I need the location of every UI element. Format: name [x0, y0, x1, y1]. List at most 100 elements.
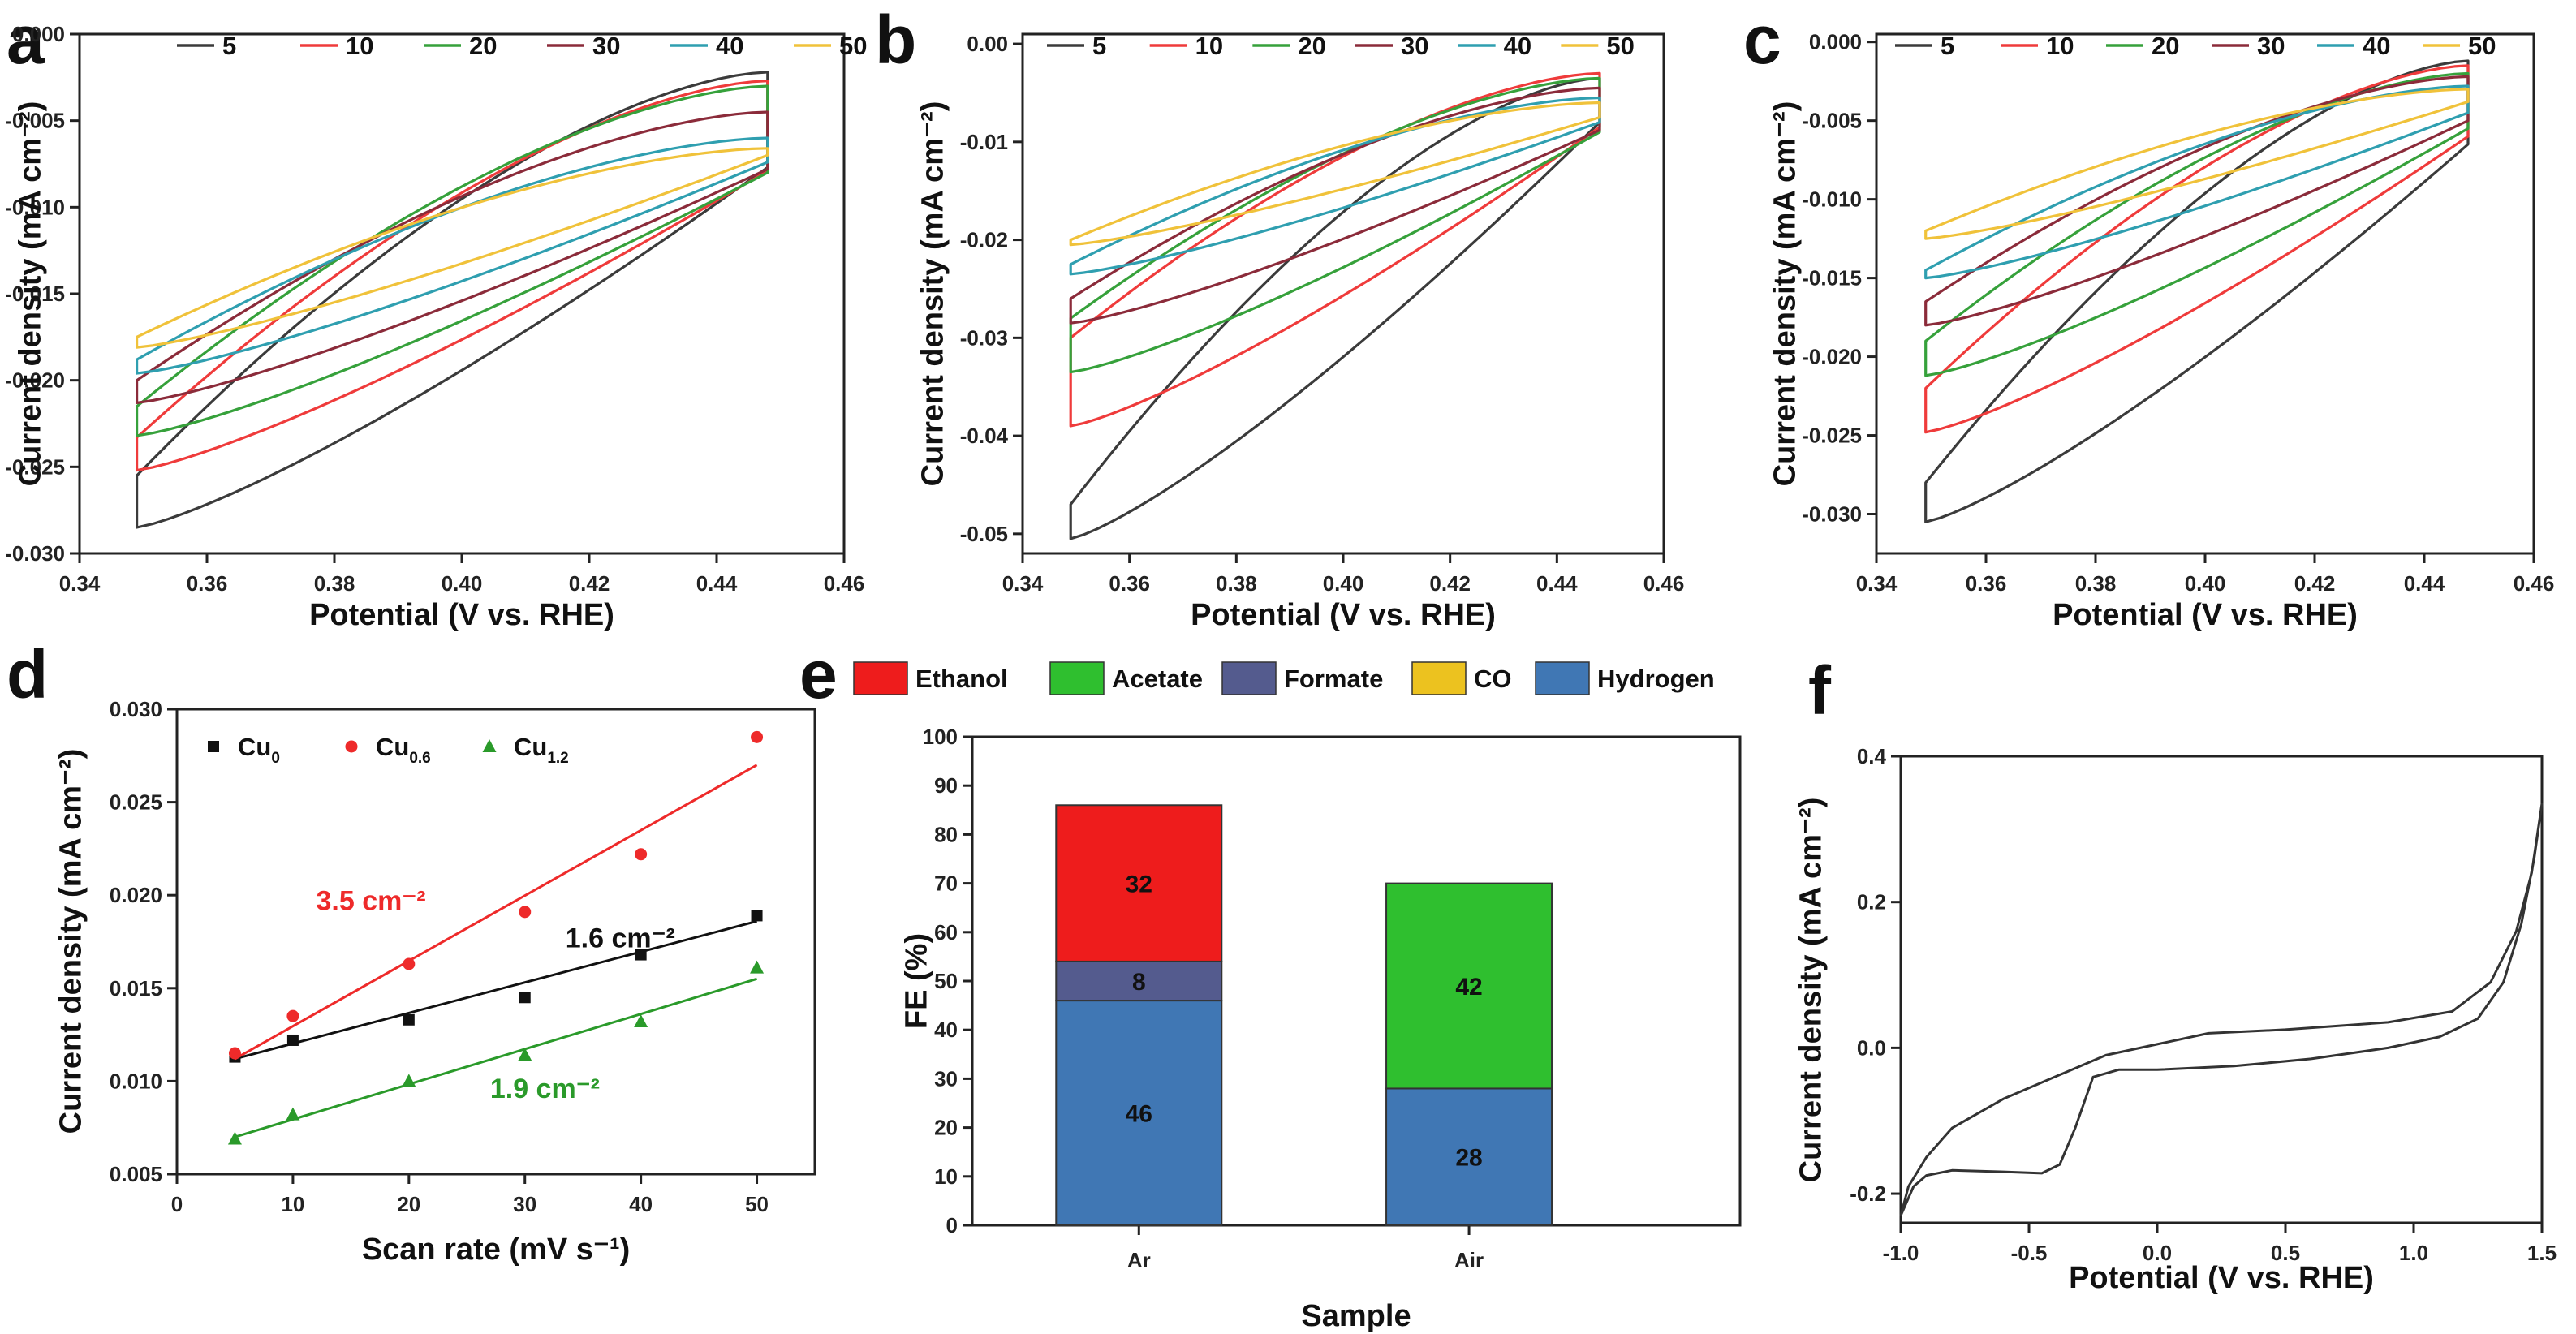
x-tick-label-b: 0.36	[1109, 571, 1150, 596]
x-tick-label-d: 10	[281, 1192, 304, 1216]
y-tick-label-b: -0.04	[960, 424, 1009, 448]
legend-swatch-acetate	[1049, 661, 1105, 695]
point-Cu1.2	[750, 960, 765, 974]
legend-label-b-30: 30	[1401, 32, 1428, 60]
x-tick-label-c: 0.44	[2404, 571, 2445, 596]
y-tick-label-a: -0.030	[5, 541, 65, 566]
y-tick-label-a: -0.010	[5, 195, 65, 219]
y-tick-label-f: 0.4	[1857, 744, 1887, 768]
bar-value-hydrogen: 46	[1126, 1101, 1152, 1128]
panel-letter-a: a	[6, 2, 45, 78]
y-tick-label-e: 100	[923, 725, 958, 749]
x-tick-label-e: Ar	[1127, 1248, 1151, 1272]
point-Cu0	[286, 1034, 299, 1046]
y-tick-label-a: -0.020	[5, 368, 65, 393]
y-tick-label-b: -0.02	[960, 228, 1008, 252]
y-tick-label-e: 40	[934, 1018, 958, 1042]
legend-label-a-40: 40	[716, 32, 743, 60]
legend-label-a-30: 30	[592, 32, 620, 60]
bar-value-acetate: 42	[1455, 974, 1482, 1000]
bar-value-hydrogen: 28	[1455, 1145, 1482, 1172]
point-Cu0	[751, 910, 763, 922]
cv-curve-b-10	[1069, 71, 1601, 428]
y-tick-label-e: 50	[934, 969, 958, 993]
bar-segment-hydrogen	[1385, 1087, 1553, 1226]
point-Cu0	[635, 949, 647, 961]
x-tick-label-b: 0.38	[1216, 571, 1257, 596]
x-tick-label-f: 1.0	[2399, 1241, 2428, 1265]
cv-curve-b-50	[1069, 101, 1601, 247]
y-tick-label-d: 0.030	[110, 697, 162, 721]
y-tick-label-e: 90	[934, 773, 958, 798]
legend-label-c-30: 30	[2257, 32, 2285, 60]
panel-b: b 0.34 0.36 0.38 0.40 0.42 0.44 0.46 0.00 -0.01 -…	[875, 2, 1684, 632]
y-tick-label-a: 0.000	[12, 22, 65, 46]
x-tick-label-f: -1.0	[1883, 1241, 1919, 1265]
legend-marker-Cu0.6	[345, 740, 358, 753]
point-Cu1.2	[286, 1107, 300, 1121]
panel-letter-c: c	[1743, 2, 1781, 78]
cv-curve-a-40	[136, 136, 769, 375]
panel-letter-d: d	[6, 636, 48, 712]
bar-segment-acetate	[1385, 882, 1553, 1090]
legend-label-formate: Formate	[1284, 665, 1383, 693]
legend-label-c-20: 20	[2152, 32, 2179, 60]
x-tick-label-f: -0.5	[2011, 1241, 2048, 1265]
y-tick-label-c: 0.000	[1809, 30, 1862, 54]
annotation-slope: 1.6 cm⁻²	[566, 923, 675, 953]
y-tick-label-c: -0.030	[1802, 502, 1862, 527]
cv-curve-c-10	[1924, 64, 2470, 434]
legend-label-a-20: 20	[469, 32, 497, 60]
plot-frame-b	[1021, 32, 1665, 555]
x-axis-title-f: Potential (V vs. RHE)	[2069, 1261, 2374, 1295]
fit-line-Cu1.2	[235, 977, 757, 1138]
annotation-slope: 3.5 cm⁻²	[316, 886, 425, 917]
y-axis-title-a: Current density (mA cm⁻²)	[13, 101, 47, 487]
legend-swatch-hydrogen	[1535, 661, 1590, 695]
x-tick-label-c: 0.36	[1966, 571, 2007, 596]
cv-curve-b-30	[1069, 86, 1601, 325]
legend-label-c-5: 5	[1941, 32, 1954, 60]
plot-frame-d	[175, 708, 816, 1176]
legend-label-a-50: 50	[839, 32, 867, 60]
x-tick-label-a: 0.38	[314, 571, 355, 596]
point-Cu0	[403, 1013, 415, 1026]
y-tick-label-e: 60	[934, 920, 958, 945]
legend-label-Cu0: Cu0	[238, 733, 280, 767]
legend-swatch-ethanol	[853, 661, 908, 695]
x-tick-label-b: 0.40	[1323, 571, 1364, 596]
y-axis-title-d: Current density (mA cm⁻²)	[54, 749, 88, 1134]
bar-segment-ethanol	[1055, 804, 1223, 962]
bar-value-ethanol: 32	[1126, 871, 1152, 898]
y-tick-label-c: -0.020	[1802, 345, 1862, 369]
x-tick-label-a: 0.44	[696, 571, 738, 596]
y-tick-label-e: 70	[934, 871, 958, 896]
x-tick-label-b: 0.34	[1002, 571, 1044, 596]
cv-curve-c-30	[1924, 75, 2470, 327]
legend-label-c-40: 40	[2363, 32, 2390, 60]
x-tick-label-c: 0.46	[2514, 571, 2555, 596]
panel-f: f -1.0 -0.5 0.0 0.5 1.0 1.5 -0.2 0.0 0.2 0.4 Poten…	[1794, 652, 2557, 1295]
y-tick-label-c: -0.005	[1802, 109, 1862, 133]
y-tick-label-e: 20	[934, 1116, 958, 1140]
cv-curve-f	[1899, 802, 2544, 1216]
x-tick-label-e: Air	[1454, 1248, 1484, 1272]
y-axis-title-b: Current density (mA cm⁻²)	[915, 101, 950, 487]
legend-label-b-40: 40	[1504, 32, 1531, 60]
point-Cu0.6	[286, 1009, 299, 1022]
cv-curve-a-10	[136, 79, 769, 472]
x-tick-label-d: 20	[397, 1192, 420, 1216]
y-tick-label-d: 0.010	[110, 1069, 162, 1093]
y-tick-label-d: 0.005	[110, 1162, 162, 1186]
point-Cu1.2	[518, 1048, 532, 1061]
legend-label-Cu0.6: Cu0.6	[376, 733, 431, 767]
x-tick-label-a: 0.42	[569, 571, 610, 596]
legend-label-c-50: 50	[2468, 32, 2496, 60]
y-tick-label-c: -0.025	[1802, 424, 1862, 448]
x-tick-label-b: 0.44	[1536, 571, 1578, 596]
y-tick-label-f: -0.2	[1850, 1181, 1886, 1206]
legend-label-c-10: 10	[2046, 32, 2074, 60]
legend-label-ethanol: Ethanol	[915, 665, 1008, 693]
point-Cu0.6	[228, 1047, 241, 1060]
